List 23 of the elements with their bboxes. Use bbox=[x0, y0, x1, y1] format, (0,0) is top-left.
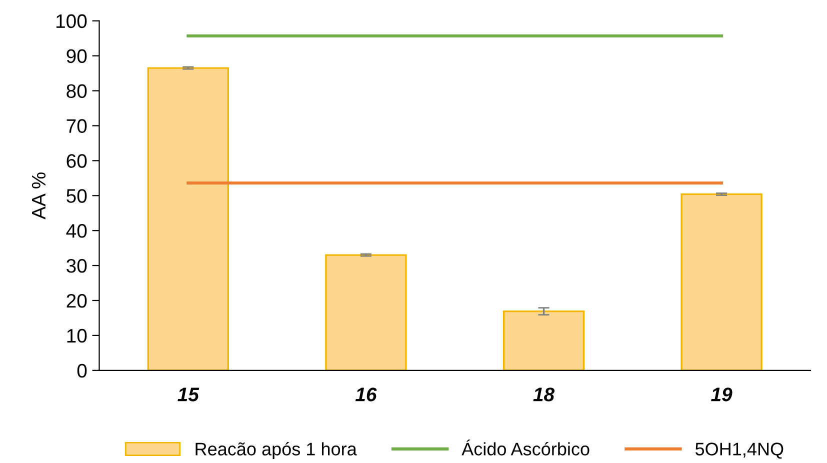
y-tick-label: 20 bbox=[66, 294, 87, 308]
y-tick-label: 0 bbox=[77, 364, 87, 378]
legend-label: 5OH1,4NQ bbox=[695, 442, 784, 459]
y-tick-label: 60 bbox=[66, 154, 87, 168]
y-tick-label: 50 bbox=[66, 189, 87, 203]
y-tick-label: 30 bbox=[66, 259, 87, 273]
y-tick-label: 80 bbox=[66, 84, 87, 98]
legend-label: Ácido Ascórbico bbox=[462, 440, 590, 456]
bar bbox=[680, 193, 762, 370]
bar bbox=[502, 310, 585, 370]
bar bbox=[147, 67, 229, 370]
y-tick-label: 10 bbox=[67, 328, 87, 343]
y-tick-label: 70 bbox=[66, 119, 87, 133]
x-tick-label: 19 bbox=[711, 388, 732, 402]
bar bbox=[325, 254, 407, 370]
y-axis-title: AA % bbox=[32, 172, 46, 220]
y-tick-label: 90 bbox=[66, 49, 87, 64]
x-tick-label: 16 bbox=[355, 388, 377, 402]
y-tick-label: 40 bbox=[66, 224, 87, 238]
x-tick-label: 18 bbox=[533, 388, 555, 402]
x-tick-label: 15 bbox=[178, 388, 200, 402]
y-tick-label: 100 bbox=[56, 14, 87, 28]
legend-label: Reacão após 1 hora bbox=[196, 442, 357, 460]
